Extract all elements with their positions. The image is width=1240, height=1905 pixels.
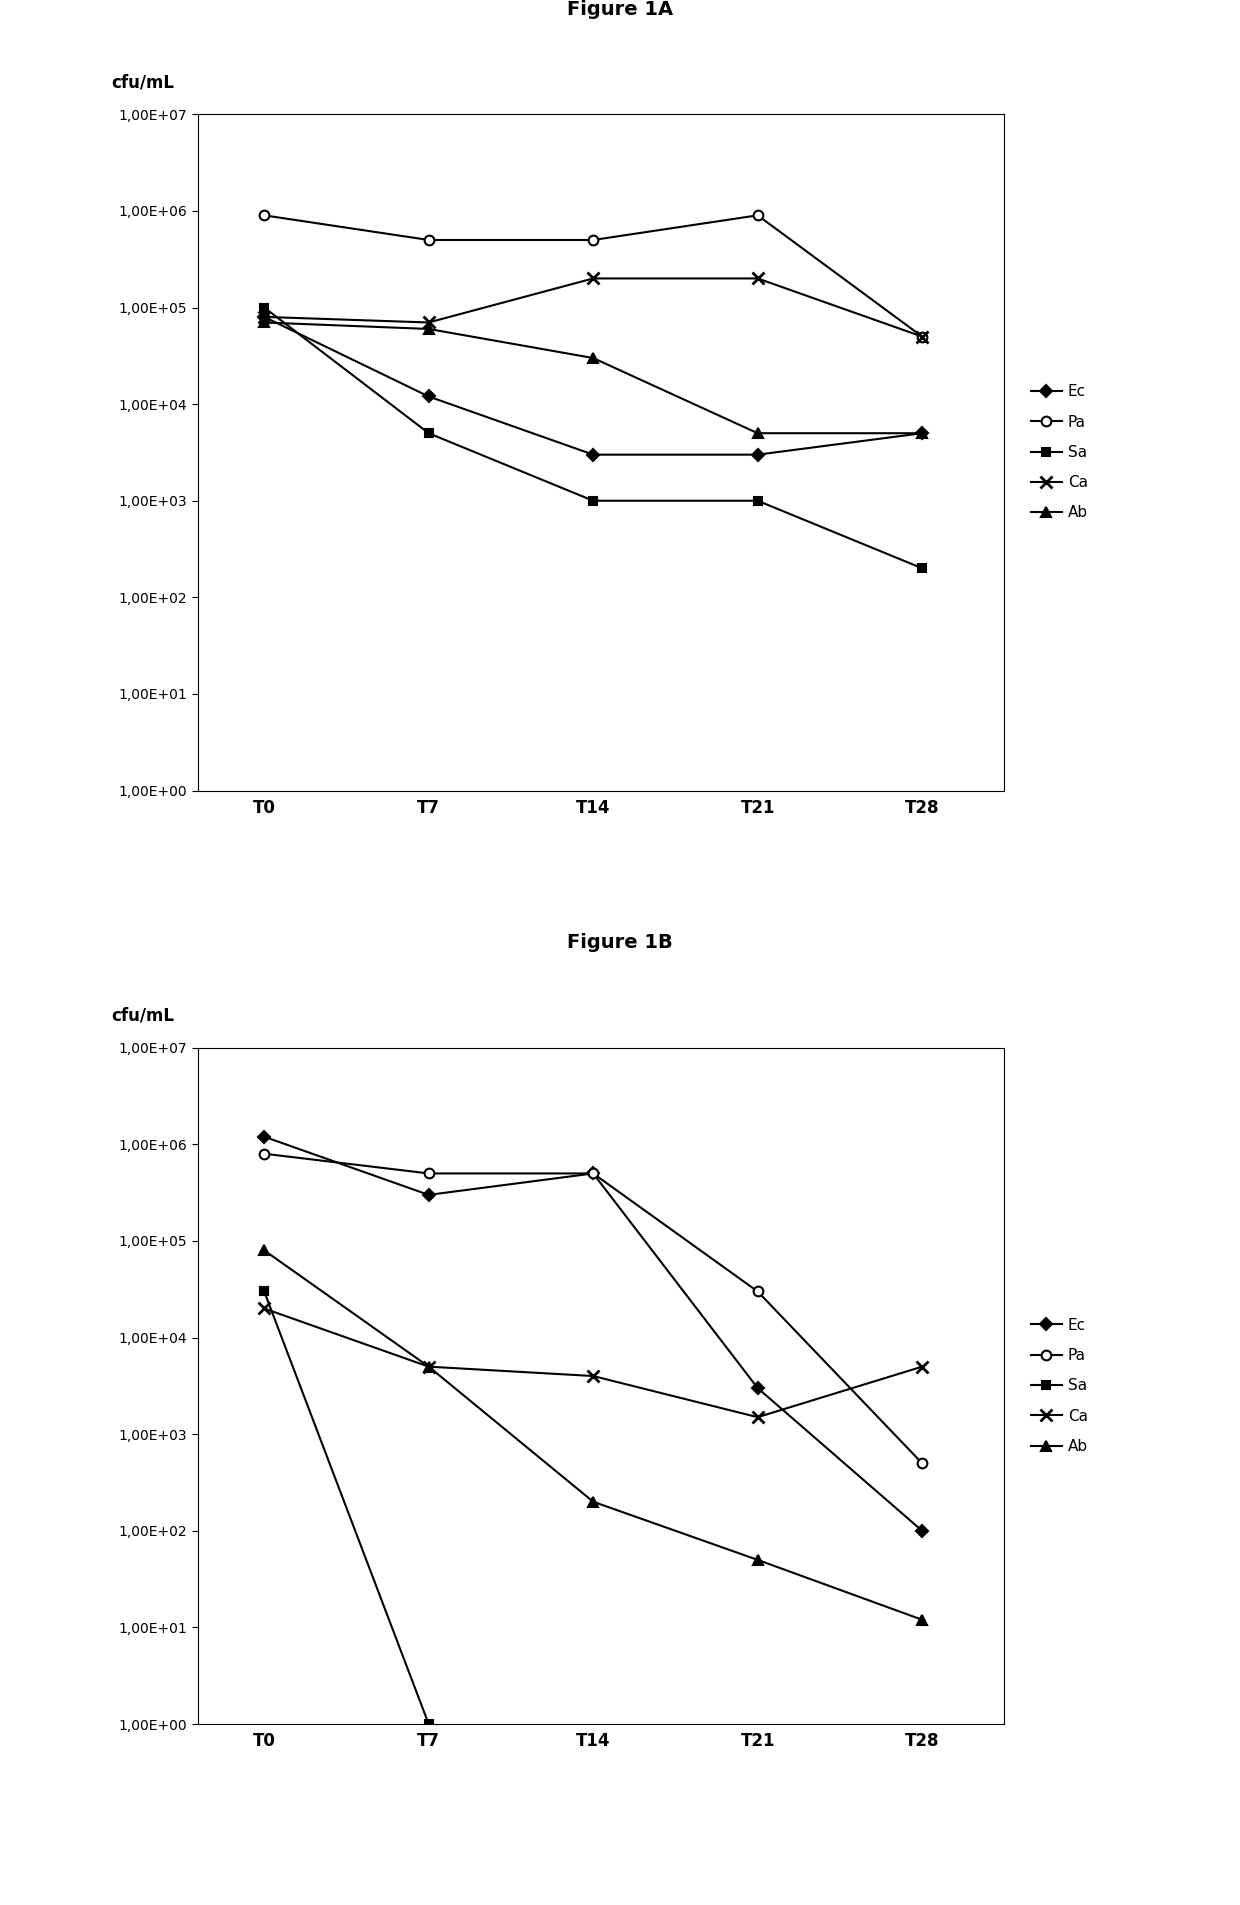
Ab (750, 1549, 765, 1572)
Sa (750, 490, 765, 512)
Ab (257, 1238, 272, 1261)
Ca (915, 1354, 930, 1377)
Ec (257, 1126, 272, 1149)
Ab (422, 318, 436, 341)
Line: Ec: Ec (260, 1133, 926, 1535)
Ca (750, 267, 765, 290)
Ec (257, 305, 272, 328)
Ca (750, 1406, 765, 1429)
Pa (915, 326, 930, 349)
Ab (915, 1608, 930, 1631)
Ab (257, 311, 272, 333)
Ca (585, 267, 600, 290)
Ca (585, 1364, 600, 1387)
Ab (422, 1354, 436, 1377)
Pa (750, 1280, 765, 1303)
Pa (585, 229, 600, 251)
Text: Figure 1A: Figure 1A (567, 0, 673, 19)
Ca (257, 305, 272, 328)
Ca (422, 1354, 436, 1377)
Ec (422, 1183, 436, 1206)
Pa (915, 1452, 930, 1474)
Line: Ca: Ca (258, 1303, 929, 1423)
Pa (750, 204, 765, 227)
Ec (585, 444, 600, 467)
Ec (585, 1162, 600, 1185)
Ca (915, 326, 930, 349)
Legend: Ec, Pa, Sa, Ca, Ab: Ec, Pa, Sa, Ca, Ab (1028, 381, 1091, 524)
Pa (422, 229, 436, 251)
Sa (422, 421, 436, 444)
Text: Figure 1B: Figure 1B (567, 933, 673, 952)
Line: Ec: Ec (260, 312, 926, 459)
Ca (422, 311, 436, 333)
Ca (257, 1297, 272, 1320)
Line: Ab: Ab (259, 318, 928, 438)
Text: cfu/mL: cfu/mL (112, 74, 175, 91)
Ab (585, 347, 600, 370)
Sa (585, 490, 600, 512)
Ec (422, 385, 436, 408)
Text: cfu/mL: cfu/mL (112, 1008, 175, 1025)
Ab (750, 421, 765, 444)
Ab (585, 1490, 600, 1513)
Line: Sa: Sa (260, 303, 926, 572)
Sa (915, 556, 930, 579)
Pa (585, 1162, 600, 1185)
Line: Pa: Pa (259, 210, 928, 341)
Line: Pa: Pa (259, 1149, 928, 1469)
Sa (257, 295, 272, 318)
Ec (915, 421, 930, 444)
Ab (915, 421, 930, 444)
Pa (257, 1143, 272, 1166)
Legend: Ec, Pa, Sa, Ca, Ab: Ec, Pa, Sa, Ca, Ab (1028, 1314, 1091, 1457)
Pa (422, 1162, 436, 1185)
Pa (257, 204, 272, 227)
Ec (750, 444, 765, 467)
Ec (750, 1377, 765, 1400)
Line: Ca: Ca (258, 272, 929, 343)
Ec (915, 1520, 930, 1543)
Line: Ab: Ab (259, 1246, 928, 1625)
